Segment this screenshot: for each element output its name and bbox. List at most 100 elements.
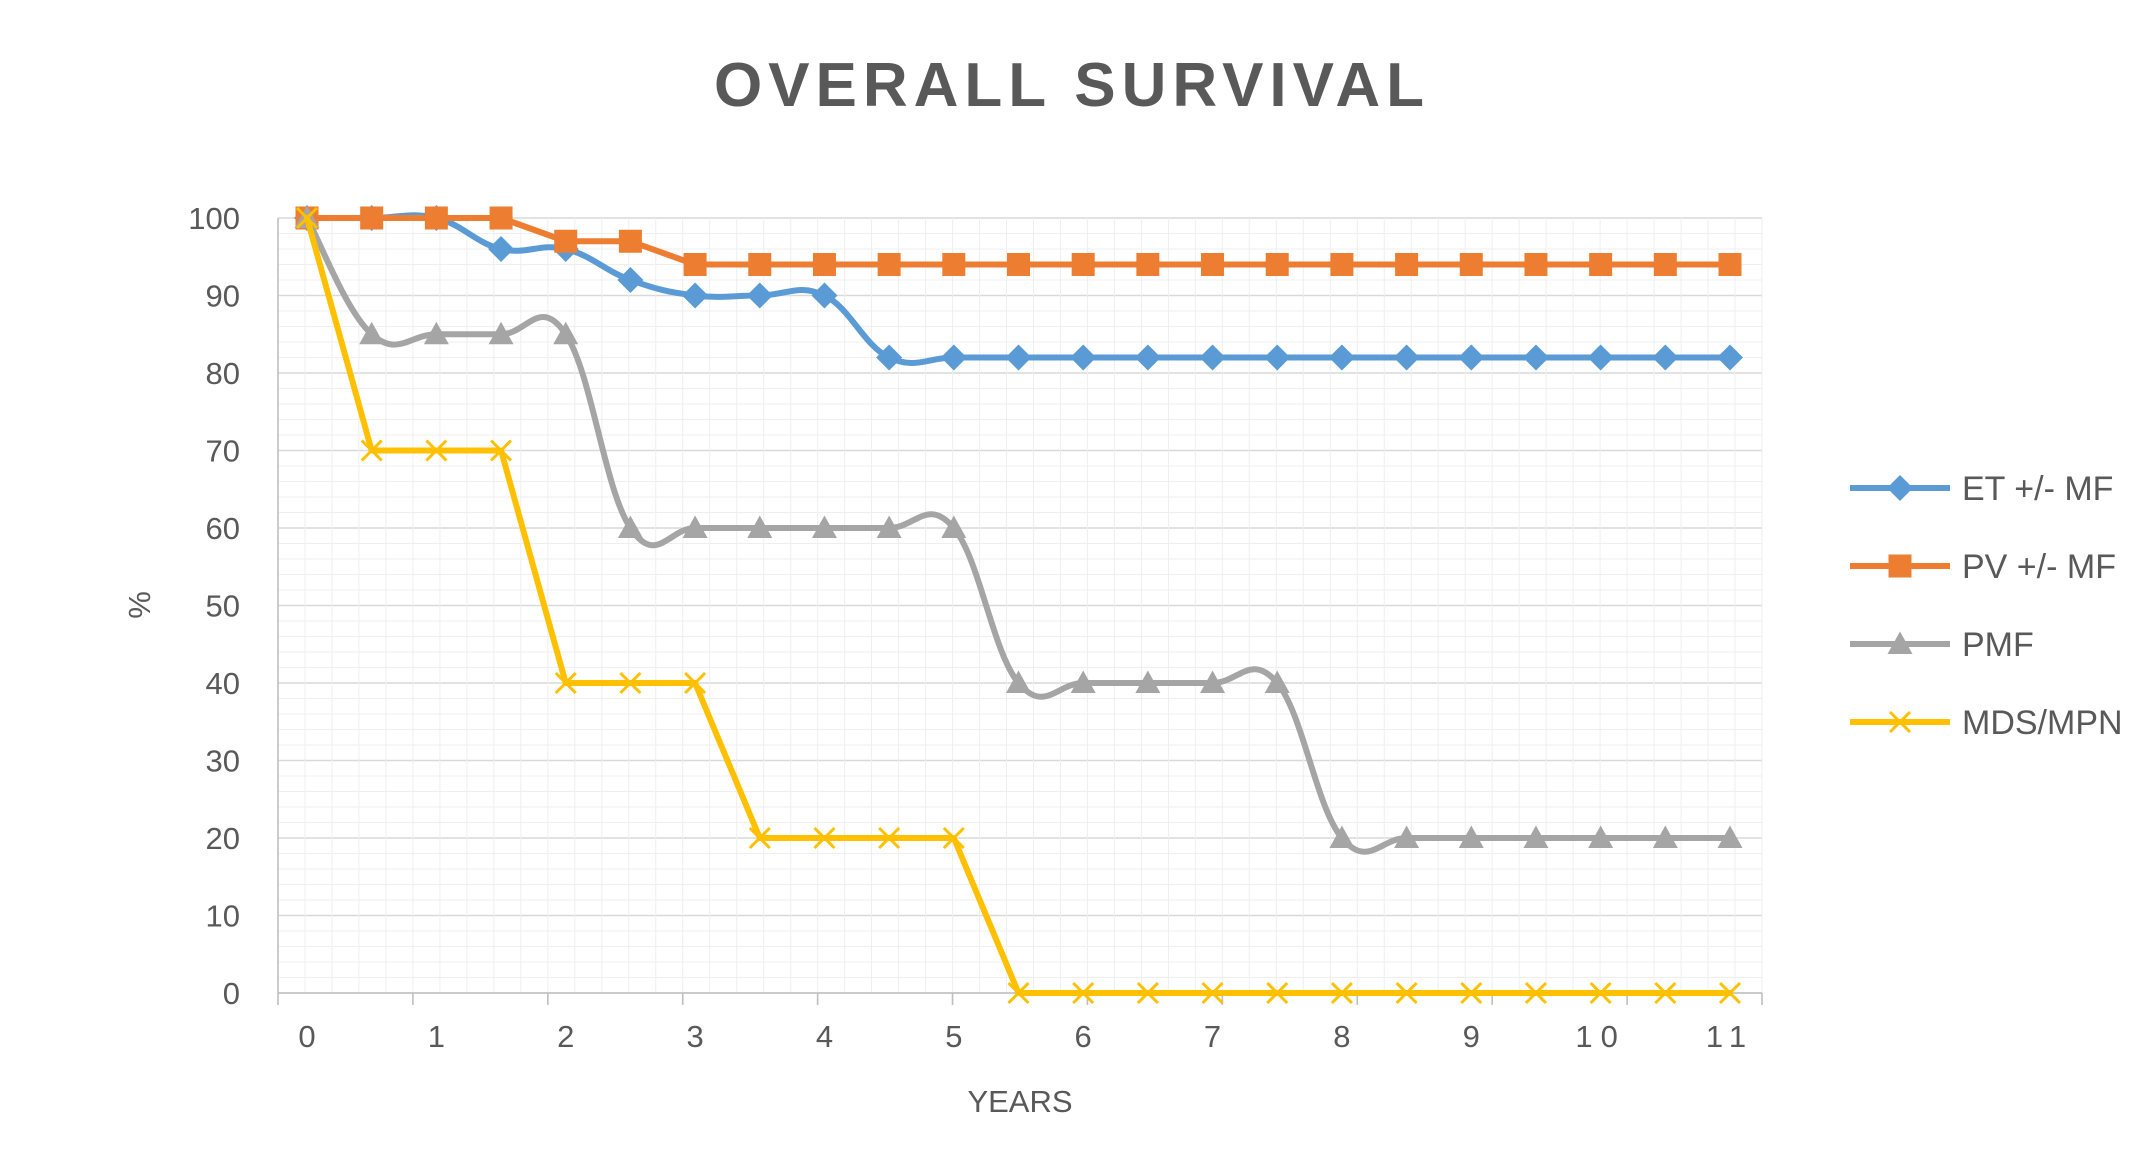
- legend-label: MDS/MPN: [1962, 704, 2123, 742]
- chart-title: OVERALL SURVIVAL: [714, 51, 1430, 120]
- diamond-marker: [682, 282, 709, 309]
- x-marker-stroke: [1589, 981, 1612, 1005]
- diamond-marker: [1458, 344, 1485, 371]
- triangle-marker: [1006, 670, 1031, 693]
- triangle-marker: [359, 321, 385, 345]
- x-marker: [1395, 981, 1418, 1005]
- y-tick-label: 50: [206, 589, 240, 624]
- triangle-marker: [1523, 825, 1549, 848]
- x-tick-label: 9: [1463, 1019, 1480, 1054]
- legend-item: MDS/MPN: [1850, 704, 2123, 742]
- x-marker-stroke: [1136, 981, 1159, 1005]
- square-marker: [489, 206, 513, 230]
- x-marker: [554, 671, 577, 695]
- y-tick-label: 10: [206, 899, 240, 934]
- legend-item: PMF: [1850, 626, 2034, 664]
- square-marker: [1265, 253, 1289, 276]
- x-tick-label: 5: [945, 1019, 962, 1054]
- x-tick-label: 6: [1075, 1019, 1092, 1054]
- square-marker: [748, 253, 772, 276]
- x-marker: [684, 671, 707, 695]
- x-marker: [1460, 981, 1483, 1005]
- square-marker: [1589, 253, 1613, 276]
- square-marker: [1330, 253, 1354, 276]
- diamond-marker: [1070, 344, 1097, 371]
- diamond-marker: [876, 344, 903, 371]
- x-marker-stroke: [684, 671, 707, 695]
- x-marker-stroke: [942, 826, 965, 850]
- y-tick-label: 20: [206, 821, 240, 856]
- square-marker: [942, 253, 966, 276]
- y-tick-label: 100: [188, 201, 240, 236]
- x-marker-stroke: [1718, 981, 1742, 1005]
- x-marker: [360, 439, 383, 462]
- x-marker: [489, 439, 513, 462]
- triangle-marker: [1200, 670, 1226, 693]
- x-tick-label: 3: [686, 1019, 703, 1054]
- y-tick-label: 40: [206, 666, 240, 701]
- diamond-marker: [1199, 344, 1226, 371]
- y-tick-labels: 0 10 20 30 40 50 60 70 80 90 100: [188, 201, 240, 1011]
- square-marker: [1718, 253, 1742, 276]
- x-marker-stroke: [1072, 981, 1095, 1005]
- series-layer: [294, 205, 1743, 1005]
- diamond-marker: [1264, 344, 1291, 371]
- triangle-marker: [617, 515, 643, 538]
- x-marker-stroke: [1395, 981, 1418, 1005]
- triangle-marker: [811, 515, 837, 538]
- x-marker: [1201, 981, 1224, 1005]
- x-tick-labels: 0 1 2 3 4 5 6 7 8 9 10 11: [298, 1019, 1754, 1054]
- x-marker: [748, 826, 771, 850]
- x-marker: [1072, 981, 1095, 1005]
- diamond-marker: [746, 282, 773, 309]
- square-marker: [1201, 253, 1225, 276]
- x-marker-stroke: [489, 439, 513, 462]
- legend-label: PV +/- MF: [1962, 548, 2116, 586]
- legend-label: ET +/- MF: [1962, 470, 2113, 508]
- x-marker-stroke: [619, 671, 642, 695]
- square-marker: [424, 206, 448, 230]
- y-tick-label: 0: [223, 976, 240, 1011]
- x-tick-label: 11: [1706, 1019, 1754, 1054]
- x-marker: [1589, 981, 1612, 1005]
- triangle-marker: [1329, 825, 1355, 848]
- square-marker: [683, 253, 707, 276]
- x-marker: [1718, 981, 1742, 1005]
- square-marker: [1888, 554, 1912, 578]
- diamond-marker: [1328, 344, 1355, 371]
- x-marker-stroke: [813, 826, 836, 850]
- triangle-marker: [941, 515, 967, 538]
- x-tick-label: 1: [428, 1019, 445, 1054]
- square-marker: [1653, 253, 1677, 276]
- x-marker: [1654, 981, 1677, 1005]
- x-marker: [878, 826, 901, 850]
- triangle-marker: [488, 321, 514, 345]
- series-pmf: [294, 205, 1743, 855]
- triangle-marker: [423, 321, 449, 345]
- x-marker: [1524, 981, 1548, 1005]
- y-tick-label: 30: [206, 744, 240, 779]
- x-marker: [295, 206, 319, 230]
- square-marker: [1136, 253, 1160, 276]
- x-marker-stroke: [295, 206, 319, 230]
- x-marker-stroke: [1330, 981, 1353, 1005]
- x-marker-stroke: [1266, 981, 1289, 1005]
- square-marker: [1524, 253, 1548, 276]
- legend-item: ET +/- MF: [1850, 470, 2113, 508]
- diamond-marker: [1652, 344, 1679, 371]
- x-tick-label: 8: [1333, 1019, 1350, 1054]
- triangle-marker: [553, 321, 579, 345]
- diamond-marker: [1522, 344, 1549, 371]
- diamond-marker: [1005, 344, 1032, 371]
- triangle-marker: [1070, 670, 1096, 693]
- x-marker-stroke: [1654, 981, 1677, 1005]
- y-axis-label: %: [122, 591, 157, 619]
- series-et-mf: [294, 205, 1743, 371]
- triangle-marker: [1887, 631, 1913, 654]
- x-marker: [813, 826, 836, 850]
- x-tick-label: 0: [298, 1019, 315, 1054]
- x-marker-stroke: [748, 826, 771, 850]
- diamond-marker: [1887, 475, 1913, 501]
- grid: [277, 217, 1763, 994]
- x-axis-label: YEARS: [967, 1084, 1072, 1119]
